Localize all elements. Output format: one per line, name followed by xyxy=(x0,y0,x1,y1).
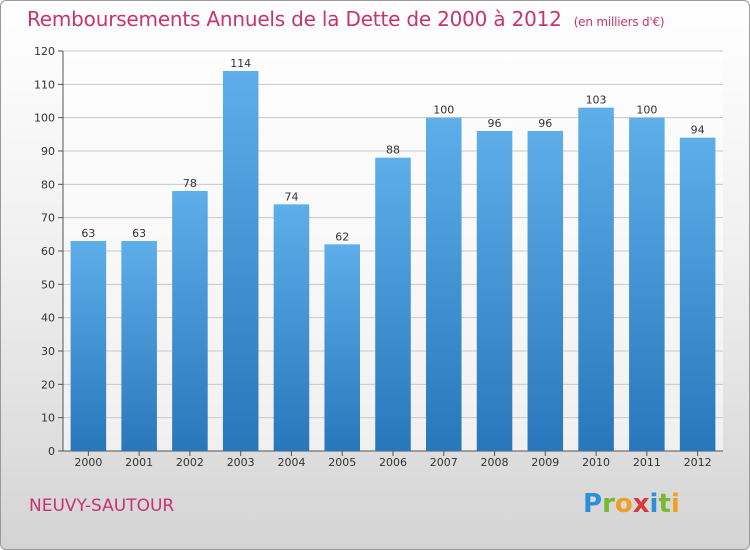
x-tick-label: 2010 xyxy=(582,456,610,469)
y-tick-label: 110 xyxy=(34,78,55,91)
bar-2011[interactable] xyxy=(629,117,665,452)
x-tick-label: 2007 xyxy=(430,456,458,469)
y-tick-label: 0 xyxy=(48,445,55,458)
y-tick-label: 50 xyxy=(41,278,55,291)
bar-2012[interactable] xyxy=(679,137,716,451)
bar-2010[interactable] xyxy=(578,107,614,452)
x-tick-label: 2000 xyxy=(74,456,102,469)
bar-2005[interactable] xyxy=(324,244,360,451)
bar-2001[interactable] xyxy=(121,241,157,451)
bar-value-label: 100 xyxy=(433,104,454,117)
bar-value-label: 114 xyxy=(230,57,251,70)
y-tick-label: 120 xyxy=(34,45,55,58)
proxiti-logo[interactable]: Proxiti xyxy=(583,489,680,519)
bar-value-label: 74 xyxy=(284,190,298,203)
bar-value-label: 103 xyxy=(586,94,607,107)
y-tick-label: 40 xyxy=(41,312,55,325)
bar-value-label: 100 xyxy=(636,104,657,117)
bar-2000[interactable] xyxy=(70,241,107,451)
bar-2008[interactable] xyxy=(476,131,513,451)
y-tick-label: 70 xyxy=(41,212,55,225)
x-tick-label: 2008 xyxy=(481,456,509,469)
bar-value-label: 63 xyxy=(81,227,95,240)
bar-value-label: 63 xyxy=(132,227,146,240)
x-tick-label: 2003 xyxy=(227,456,255,469)
chart-unit: (en milliers d'€) xyxy=(573,15,665,29)
x-tick-label: 2004 xyxy=(277,456,305,469)
y-tick-label: 10 xyxy=(41,412,55,425)
bar-2004[interactable] xyxy=(273,204,310,451)
bar-2006[interactable] xyxy=(375,157,411,451)
y-tick-label: 30 xyxy=(41,345,55,358)
y-tick-label: 100 xyxy=(34,112,55,125)
x-tick-label: 2001 xyxy=(125,456,153,469)
bar-value-label: 94 xyxy=(691,124,705,137)
x-tick-label: 2011 xyxy=(633,456,661,469)
chart-title-text: Remboursements Annuels de la Dette de 20… xyxy=(27,7,562,31)
commune-name: NEUVY-SAUTOUR xyxy=(29,496,175,516)
bar-value-label: 78 xyxy=(183,177,197,190)
y-tick-label: 80 xyxy=(41,178,55,191)
bar-value-label: 62 xyxy=(335,230,349,243)
bar-2009[interactable] xyxy=(527,131,564,451)
y-tick-label: 90 xyxy=(41,145,55,158)
bar-value-label: 88 xyxy=(386,144,400,157)
y-tick-label: 20 xyxy=(41,378,55,391)
bar-layer: 63 63 78 114 74 62 88 100 96 96 103 100 94 xyxy=(70,57,716,452)
x-tick-label: 2012 xyxy=(684,456,712,469)
chart-title: Remboursements Annuels de la Dette de 20… xyxy=(27,7,665,31)
x-tick-label: 2009 xyxy=(531,456,559,469)
bar-2007[interactable] xyxy=(426,117,462,452)
bar-2003[interactable] xyxy=(222,71,259,451)
x-tick-label: 2002 xyxy=(176,456,204,469)
x-tick-label: 2005 xyxy=(328,456,356,469)
axis-layer: 0 10 20 30 40 50 60 70 80 90 100 110 120 2000 2001 2002… xyxy=(34,45,723,469)
bar-value-label: 96 xyxy=(488,117,502,130)
x-tick-label: 2006 xyxy=(379,456,407,469)
bar-2002[interactable] xyxy=(172,191,208,451)
bar-value-label: 96 xyxy=(538,117,552,130)
y-tick-label: 60 xyxy=(41,245,55,258)
